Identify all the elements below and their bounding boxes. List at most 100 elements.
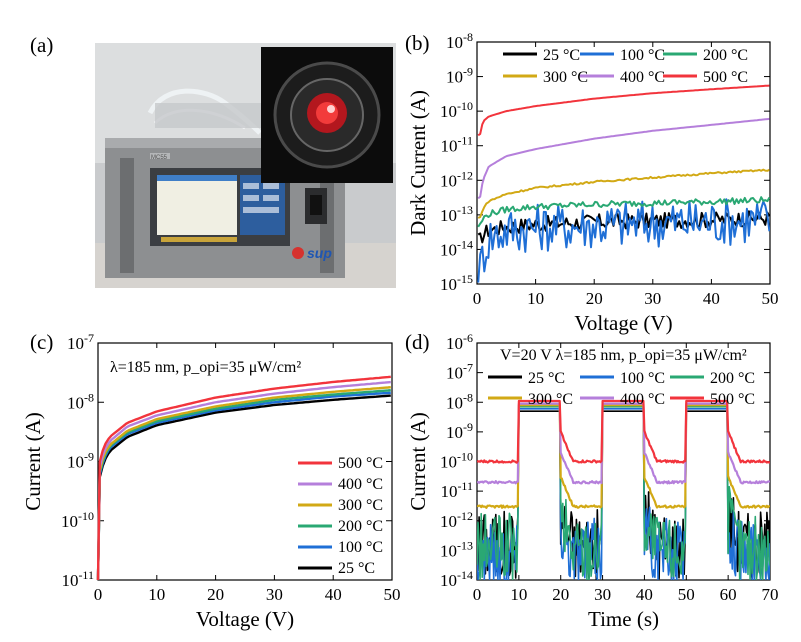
x-tick-label: 70 — [762, 585, 779, 604]
series-line-200d — [477, 406, 770, 580]
y-tick-label: 10-11 — [440, 134, 473, 156]
y-tick-label: 10-14 — [440, 237, 473, 259]
legend-label: 500 °C — [338, 455, 383, 472]
x-axis-label: Voltage (V) — [196, 607, 294, 631]
sup-logo: sup — [307, 245, 332, 261]
legend-label: 100 °C — [338, 539, 383, 556]
x-tick-label: 20 — [552, 585, 569, 604]
y-tick-label: 10-15 — [440, 272, 473, 294]
y-tick-label: 10-9 — [446, 65, 473, 87]
legend-label: 400 °C — [620, 391, 665, 408]
series-line-25c — [96, 394, 391, 581]
legend-label: 400 °C — [338, 476, 383, 493]
series-group — [477, 84, 770, 283]
y-tick-label: 10-14 — [440, 568, 473, 590]
y-tick-label: 10-10 — [440, 450, 473, 472]
y-tick-label: 10-8 — [446, 30, 473, 52]
legend-label: 500 °C — [710, 391, 755, 408]
panel-d-time-response-chart: (d) 0 10 20 30 40 50 60 70 10-14 10-13 10-12 10-11 10… — [405, 330, 779, 631]
x-tick-label: 10 — [510, 585, 527, 604]
panel-label-a: (a) — [30, 33, 54, 57]
y-tick-label: 10-12 — [440, 168, 473, 190]
legend-label: 25 °C — [543, 47, 580, 64]
y-axis-label: Current (A) — [406, 412, 430, 511]
series-line-200c — [96, 389, 391, 581]
x-axis-label: Voltage (V) — [574, 311, 672, 335]
x-tick-label: 30 — [266, 585, 283, 604]
panel-b-dark-current-chart: (b) 0 10 20 30 40 50 10-15 10-14 10-13 10-12 10-11 1… — [405, 30, 779, 335]
series-line-400d — [477, 402, 770, 485]
legend-label: 100 °C — [620, 47, 665, 64]
x-tick-label: 40 — [325, 585, 342, 604]
series-group — [477, 399, 770, 580]
plot-frame — [97, 342, 393, 581]
y-axis-label: Current (A) — [21, 412, 45, 511]
legend-label: 300 °C — [338, 497, 383, 514]
series-line-500c — [96, 375, 391, 581]
series-line-100c — [477, 198, 770, 283]
x-axis-label: Time (s) — [588, 607, 659, 631]
x-tick-label: 0 — [94, 585, 103, 604]
series-line-500c — [477, 84, 770, 137]
panel-label: (b) — [405, 31, 430, 55]
series-line-300c — [96, 386, 391, 581]
x-tick-label: 60 — [720, 585, 737, 604]
y-tick-label: 10-11 — [61, 568, 94, 590]
y-tick-label: 10-7 — [67, 331, 94, 353]
series-line-400c — [477, 117, 770, 200]
series-line-100d — [477, 408, 770, 580]
series-line-400c — [96, 380, 391, 581]
y-tick-label: 10-7 — [446, 361, 473, 383]
legend-label: 25 °C — [528, 370, 565, 387]
legend-label: 200 °C — [338, 518, 383, 535]
y-tick-label: 10-10 — [440, 99, 473, 121]
y-tick-label: 10-11 — [440, 479, 473, 501]
y-axis-label: Dark Current (A) — [406, 90, 430, 236]
x-tick-label: 10 — [527, 289, 544, 308]
y-tick-label: 10-13 — [440, 538, 473, 560]
plot-frame — [476, 41, 771, 285]
y-tick-label: 10-12 — [440, 509, 473, 531]
instrument-badge: MC55 — [151, 155, 168, 161]
x-tick-label: 30 — [594, 585, 611, 604]
y-tick-label: 10-10 — [61, 509, 94, 531]
condition-annotation: V=20 V λ=185 nm, p_opi=35 μW/cm² — [500, 347, 747, 364]
series-line-300c — [477, 168, 770, 219]
series-line-200c — [477, 196, 770, 228]
legend-label: 500 °C — [703, 69, 748, 86]
series-line-300d — [477, 404, 770, 509]
legend-label: 200 °C — [703, 47, 748, 64]
y-tick-label: 10-6 — [446, 331, 473, 353]
series-line-100c — [96, 391, 391, 581]
y-tick-label: 10-9 — [67, 450, 94, 472]
x-tick-label: 40 — [636, 585, 653, 604]
x-tick-label: 0 — [473, 289, 482, 308]
legend-label: 100 °C — [620, 370, 665, 387]
y-tick-label: 10-8 — [67, 390, 94, 412]
x-tick-label: 10 — [148, 585, 165, 604]
x-tick-label: 0 — [473, 585, 482, 604]
legend-label: 400 °C — [620, 69, 665, 86]
x-tick-label: 20 — [586, 289, 603, 308]
legend-label: 300 °C — [528, 391, 573, 408]
series-line-500d — [477, 399, 770, 464]
legend-label: 25 °C — [338, 560, 375, 577]
x-tick-label: 50 — [678, 585, 695, 604]
series-line-25d — [477, 410, 770, 580]
y-tick-label: 10-9 — [446, 420, 473, 442]
x-tick-label: 20 — [207, 585, 224, 604]
panel-label: (c) — [30, 330, 53, 354]
x-tick-label: 50 — [384, 585, 401, 604]
x-tick-label: 50 — [762, 289, 779, 308]
legend-label: 200 °C — [710, 370, 755, 387]
instrument-photo: MC55 sup — [95, 43, 396, 288]
panel-label: (d) — [405, 330, 430, 354]
x-tick-label: 40 — [703, 289, 720, 308]
y-tick-label: 10-8 — [446, 390, 473, 412]
legend-label: 300 °C — [543, 69, 588, 86]
y-tick-label: 10-13 — [440, 203, 473, 225]
panel-c-photocurrent-chart: (c) 0 10 20 30 40 50 10-11 10-10 10-9 10-8 10-7 Volt… — [21, 330, 401, 631]
condition-annotation: λ=185 nm, p_opi=35 μW/cm² — [110, 359, 301, 376]
x-tick-label: 30 — [644, 289, 661, 308]
